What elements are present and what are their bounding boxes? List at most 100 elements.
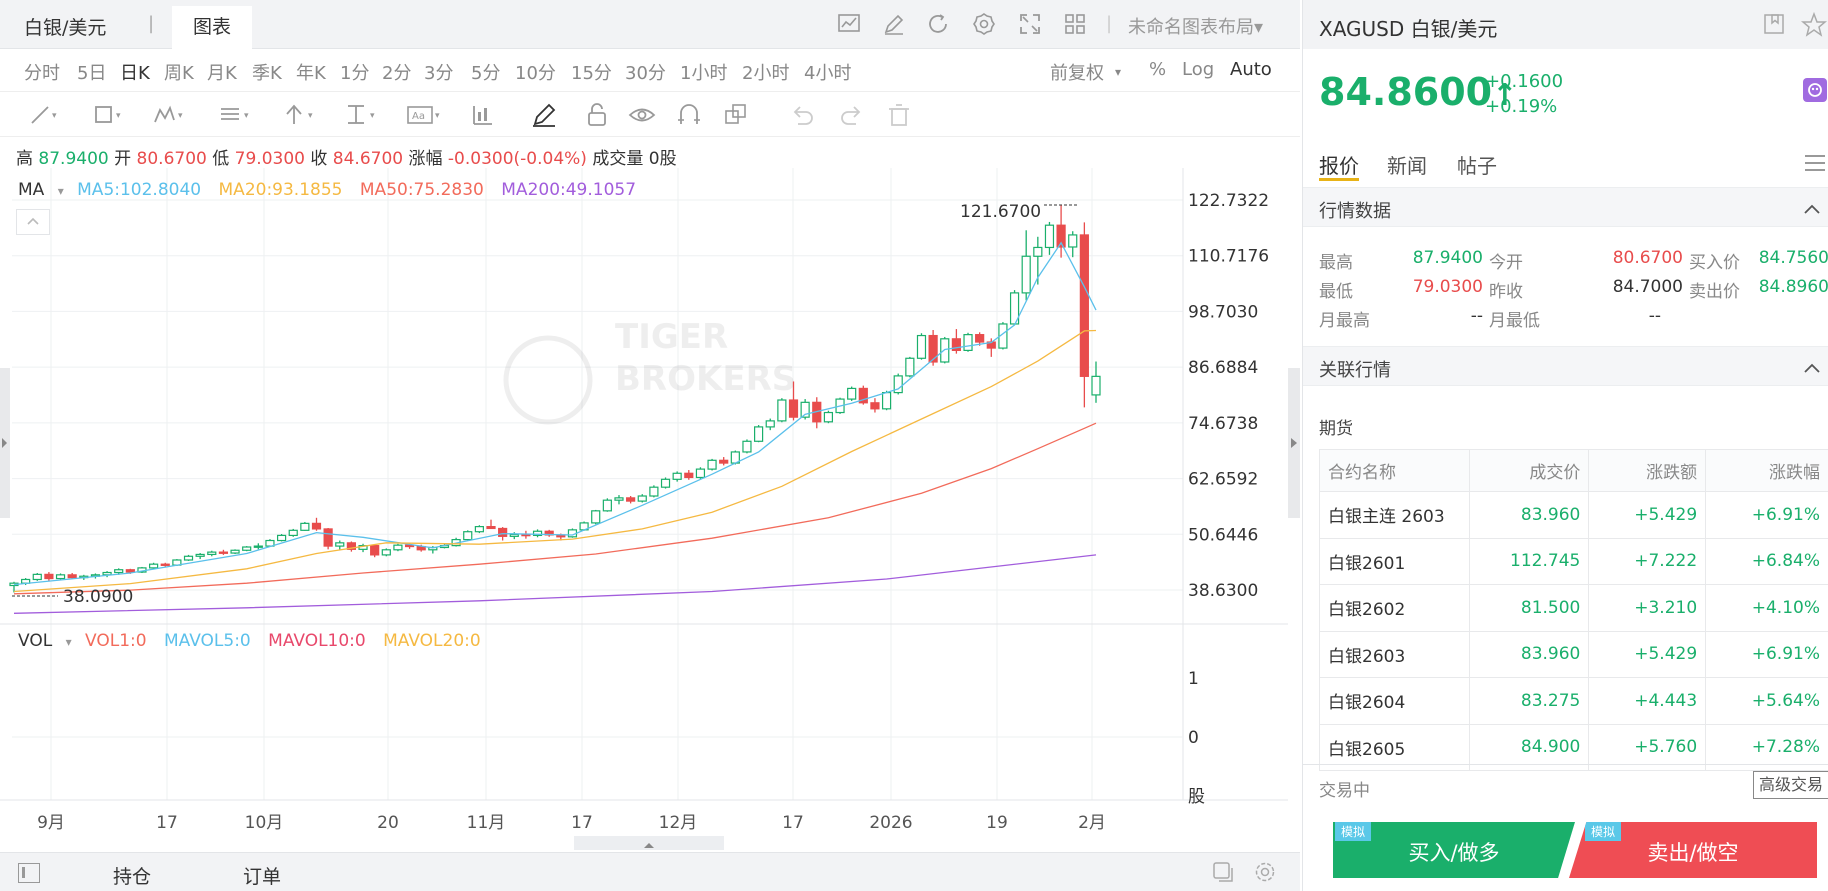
panel-toggle-icon[interactable] [18, 863, 40, 883]
chevron-up-icon-2[interactable] [1803, 359, 1821, 380]
layout-selector[interactable]: 未命名图表布局▾ [1128, 17, 1264, 38]
measure-tool-icon[interactable]: ▾ [344, 102, 375, 128]
percent-toggle[interactable]: % [1149, 59, 1167, 80]
timeline-scroll-handle[interactable] [574, 836, 724, 850]
ma-label[interactable]: MA [18, 180, 45, 200]
futures-row[interactable]: 白银2604 83.275 +4.443 +5.64% [1319, 677, 1828, 725]
period-14[interactable]: 1小时 [680, 63, 728, 84]
low-value: 79.0300 [234, 149, 305, 169]
period-1[interactable]: 5日 [77, 63, 107, 84]
ai-assistant-icon[interactable] [1803, 78, 1827, 102]
lock-icon[interactable] [582, 102, 612, 128]
chevron-up-icon[interactable] [1803, 200, 1821, 221]
ma50-legend: MA50:75.2830 [359, 180, 484, 200]
tab-quote[interactable]: 报价 [1319, 154, 1359, 178]
text-tool-icon[interactable]: Aa ▾ [406, 102, 440, 128]
candle-body [218, 551, 229, 554]
redo-icon[interactable] [836, 102, 866, 128]
tab-posts[interactable]: 帖子 [1457, 154, 1497, 178]
period-7[interactable]: 1分 [340, 63, 370, 84]
arrow-tool-icon[interactable]: ▾ [282, 102, 313, 128]
buy-button[interactable]: 模拟 买入/做多 [1333, 822, 1575, 878]
futures-cell-pct: +6.91% [1705, 630, 1828, 678]
settings-icon[interactable] [1254, 861, 1276, 888]
period-11[interactable]: 10分 [515, 63, 556, 84]
period-3[interactable]: 周K [164, 63, 194, 84]
futures-cell-name: 白银主连 2603 [1319, 491, 1470, 539]
period-9[interactable]: 3分 [424, 63, 454, 84]
indicator-tool-icon[interactable] [468, 102, 498, 128]
candle-body [207, 551, 217, 556]
futures-row[interactable]: 白银2603 83.960 +5.429 +6.91% [1319, 630, 1828, 678]
period-2[interactable]: 日K [120, 59, 150, 94]
trash-icon[interactable] [884, 102, 914, 128]
star-icon[interactable] [1800, 11, 1828, 43]
tab-news[interactable]: 新闻 [1387, 154, 1427, 178]
period-6[interactable]: 年K [296, 63, 326, 84]
eye-icon[interactable] [627, 102, 657, 128]
market-data-header[interactable]: 行情数据 [1303, 187, 1828, 227]
period-5[interactable]: 季K [252, 63, 282, 84]
candle-body [1079, 234, 1089, 377]
futures-row[interactable]: 白银主连 2603 83.960 +5.429 +6.91% [1319, 491, 1828, 539]
fullscreen-icon[interactable] [1017, 12, 1043, 38]
candle-body [381, 549, 391, 556]
rectangle-tool-icon[interactable]: ▾ [92, 102, 122, 128]
period-0[interactable]: 分时 [24, 63, 60, 84]
pencil-icon[interactable] [881, 12, 907, 38]
period-4[interactable]: 月K [207, 63, 237, 84]
bookmark-icon[interactable] [1763, 13, 1785, 40]
tab-orders[interactable]: 订单 [243, 866, 282, 888]
related-header[interactable]: 关联行情 [1303, 346, 1828, 386]
candlestick-chart[interactable]: 122.7322 110.7176 98.7030 86.6884 74.6738 62.… [0, 168, 1300, 852]
window-icon[interactable] [1212, 861, 1234, 888]
period-10[interactable]: 5分 [471, 63, 501, 84]
fib-tool-icon[interactable]: ▾ [218, 102, 249, 128]
log-toggle[interactable]: Log [1182, 59, 1215, 80]
refresh-icon[interactable] [925, 12, 951, 38]
period-8[interactable]: 2分 [382, 63, 412, 84]
auto-toggle[interactable]: Auto [1230, 59, 1272, 80]
high-label: 高 [16, 149, 33, 169]
candle-body [893, 375, 903, 394]
undo-icon[interactable] [788, 102, 818, 128]
candle-body [404, 544, 415, 548]
quote-monthlow-value: -- [1648, 306, 1661, 326]
period-12[interactable]: 15分 [571, 63, 612, 84]
candle-body [951, 338, 961, 351]
chart-area[interactable]: 122.7322 110.7176 98.7030 86.6884 74.6738 62.… [0, 168, 1300, 852]
candle-body [637, 495, 647, 502]
chart-line-icon[interactable] [836, 12, 862, 38]
futures-row[interactable]: 白银2605 84.900 +5.760 +7.28% [1319, 723, 1828, 771]
line-tool-icon[interactable]: ▾ [28, 102, 58, 128]
vol-label[interactable]: VOL [18, 631, 53, 651]
sell-button[interactable]: 模拟 卖出/做空 [1569, 822, 1817, 878]
right-panel-toggle[interactable] [1288, 368, 1300, 518]
period-13[interactable]: 30分 [625, 63, 666, 84]
period-15[interactable]: 2小时 [742, 63, 790, 84]
advanced-trade-button[interactable]: 高级交易 [1753, 771, 1828, 799]
left-panel-toggle[interactable] [0, 368, 10, 518]
futures-row[interactable]: 白银2601 112.745 +7.222 +6.84% [1319, 537, 1828, 585]
adjust-selector[interactable]: 前复权 [1050, 63, 1104, 84]
copy-layers-icon[interactable] [721, 102, 751, 128]
pattern-tool-icon[interactable]: ▾ [152, 102, 183, 128]
magnet-icon[interactable] [674, 102, 704, 128]
vol-dropdown-icon[interactable]: ▾ [65, 635, 72, 649]
grid-layout-icon[interactable] [1062, 12, 1088, 38]
futures-cell-price: 83.960 [1468, 630, 1590, 678]
gear-icon[interactable] [971, 12, 997, 38]
futures-cell-chg: +3.210 [1588, 584, 1707, 632]
pen-tool-icon[interactable] [530, 102, 560, 128]
adjust-dropdown-icon[interactable]: ▾ [1115, 65, 1122, 79]
futures-cell-price: 83.275 [1468, 677, 1590, 725]
candle-body [602, 499, 612, 512]
ma-dropdown-icon[interactable]: ▾ [57, 184, 64, 198]
svg-text:▾: ▾ [308, 111, 313, 121]
period-16[interactable]: 4小时 [804, 63, 852, 84]
futures-row[interactable]: 白银2602 81.500 +3.210 +4.10% [1319, 584, 1828, 632]
collapse-legend-button[interactable] [16, 209, 50, 235]
tab-positions[interactable]: 持仓 [113, 866, 152, 888]
menu-icon[interactable] [1803, 152, 1827, 179]
tab-chart[interactable]: 图表 [172, 6, 252, 49]
